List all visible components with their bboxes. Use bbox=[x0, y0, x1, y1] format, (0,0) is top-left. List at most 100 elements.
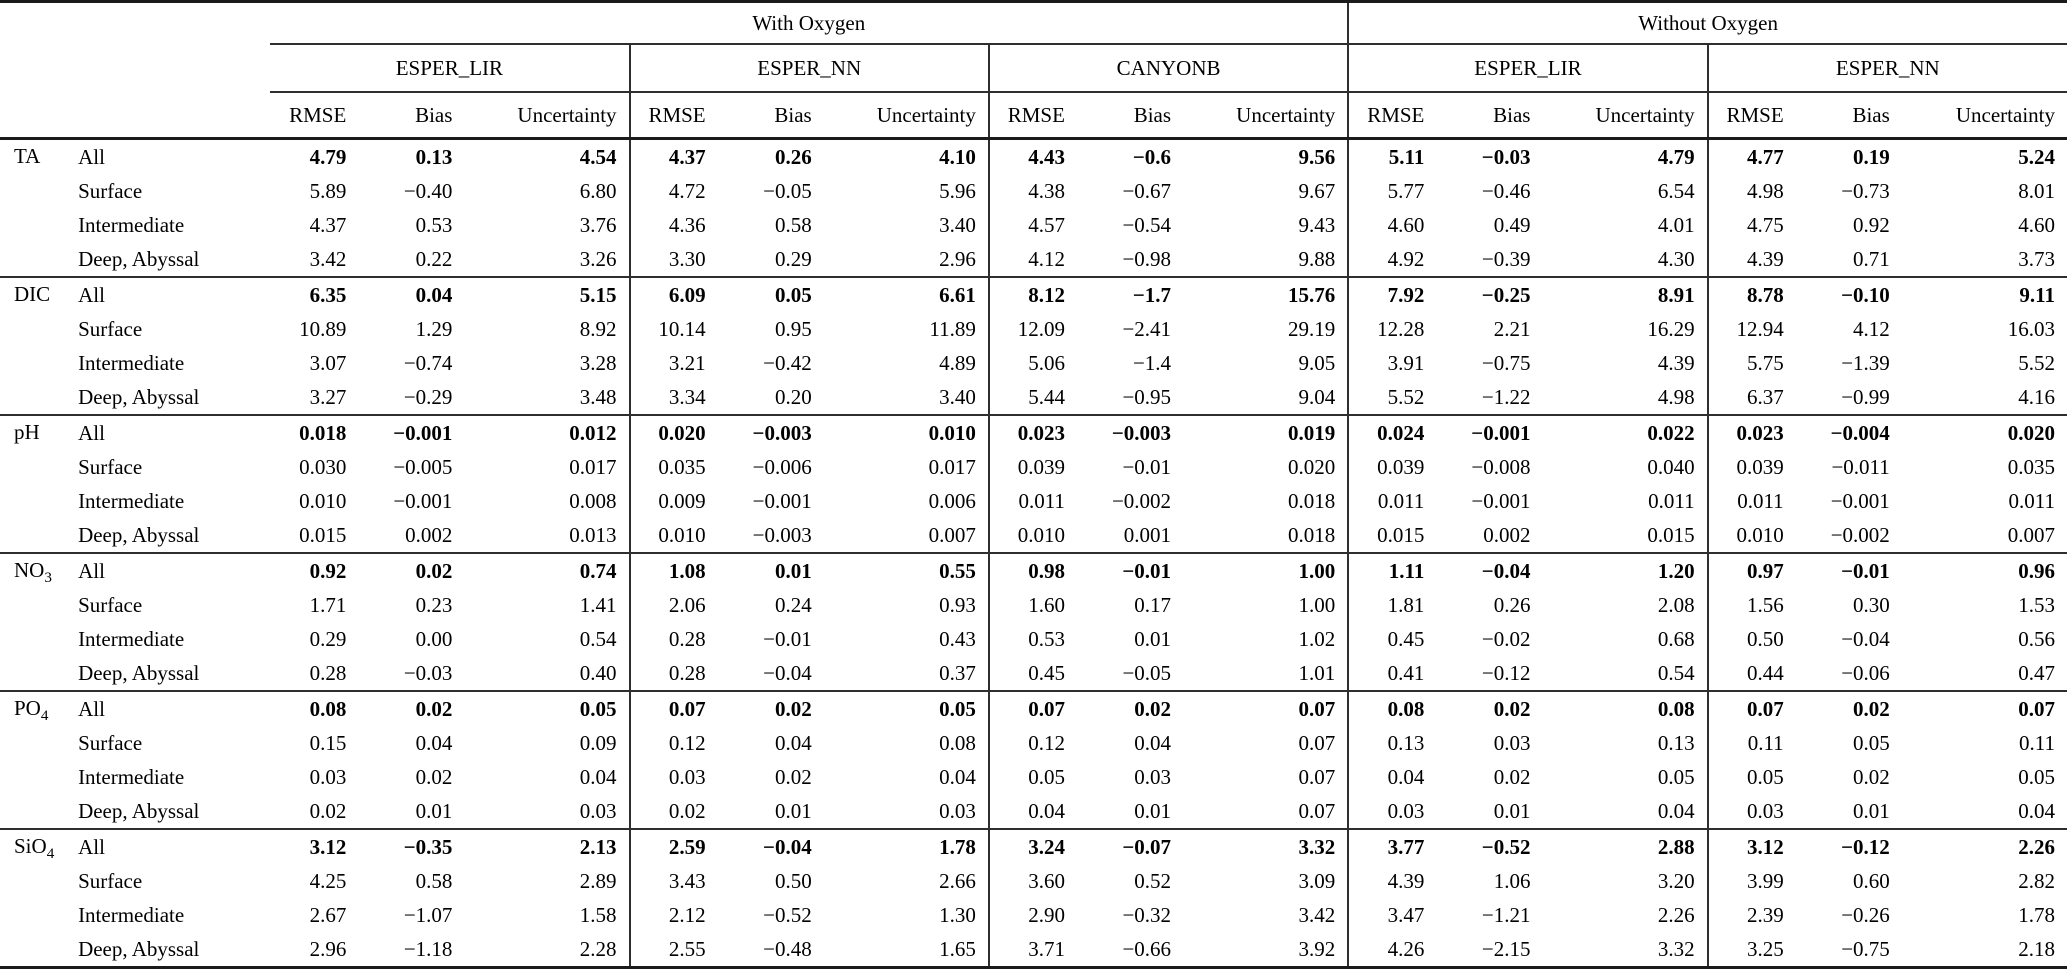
layer-label: All bbox=[70, 276, 271, 312]
metric-value: 0.08 bbox=[270, 690, 359, 726]
metric-value: 0.01 bbox=[774, 798, 812, 823]
metric-value: 0.018 bbox=[1288, 488, 1336, 513]
metric-value: 1.08 bbox=[628, 552, 718, 588]
metric-header: Bias bbox=[1436, 92, 1543, 140]
metric-value: 0.09 bbox=[579, 730, 617, 755]
metric-value: 0.02 bbox=[358, 552, 465, 588]
metric-value: 0.01 bbox=[717, 552, 824, 588]
metric-value: −1.21 bbox=[1481, 902, 1531, 927]
metric-header: Uncertainty bbox=[823, 92, 989, 140]
metric-value: 3.20 bbox=[1657, 868, 1695, 893]
metric-value: 3.28 bbox=[579, 350, 617, 375]
metric-value: 0.13 bbox=[1657, 730, 1695, 755]
metric-value: −0.66 bbox=[1122, 936, 1172, 961]
metric-value: 3.48 bbox=[579, 384, 617, 409]
metric-value: 4.77 bbox=[1706, 137, 1796, 174]
table-row: Surface 4.25 0.58 2.89 3.43 0.50 2.66 3.60 0.52 3… bbox=[0, 864, 2067, 898]
metric-value: 0.02 bbox=[1853, 764, 1890, 789]
metric-value: −0.75 bbox=[1481, 350, 1531, 375]
metric-value: 0.039 bbox=[987, 450, 1077, 484]
metric-value: 9.56 bbox=[1183, 137, 1349, 174]
metric-value: 0.20 bbox=[774, 384, 812, 409]
metric-value: −0.12 bbox=[1481, 660, 1531, 685]
metric-value: 1.00 bbox=[1298, 592, 1336, 617]
metric-value: 0.53 bbox=[415, 212, 453, 237]
metric-value: 0.04 bbox=[579, 764, 617, 789]
metric-value: 0.41 bbox=[1347, 656, 1437, 691]
metric-value: 3.99 bbox=[1706, 864, 1796, 898]
metric-value: −1.4 bbox=[1132, 350, 1172, 375]
metric-value: 0.02 bbox=[358, 690, 465, 726]
table-row: DIC All 6.35 0.04 5.15 6.09 0.05 6.61 8.12 −1.7 15… bbox=[0, 276, 2067, 415]
layer-label: Deep, Abyssal bbox=[78, 246, 200, 271]
metric-value: −0.95 bbox=[1122, 384, 1172, 409]
metric-value: 3.09 bbox=[1298, 868, 1336, 893]
metric-value: 4.43 bbox=[987, 137, 1077, 174]
table-row: Intermediate 0.010 −0.001 0.008 0.009 −0.001 0… bbox=[0, 484, 2067, 518]
metric-value: 0.45 bbox=[1347, 622, 1437, 656]
metric-value: 2.88 bbox=[1542, 828, 1708, 864]
metric-value: 0.54 bbox=[579, 626, 617, 651]
metric-value: 3.07 bbox=[309, 350, 347, 375]
metric-value: 0.55 bbox=[823, 552, 989, 588]
metric-value: −0.01 bbox=[1076, 552, 1184, 588]
variable-name: SiO bbox=[14, 834, 47, 858]
metric-value: 8.12 bbox=[987, 276, 1077, 312]
metric-value: 4.38 bbox=[987, 174, 1077, 208]
metric-header: RMSE bbox=[628, 92, 718, 140]
layer-label: Surface bbox=[78, 592, 143, 617]
metric-value: 4.39 bbox=[1347, 864, 1437, 898]
metric-value: −0.011 bbox=[1831, 454, 1890, 479]
metric-value: 4.79 bbox=[1542, 137, 1708, 174]
table-row: Intermediate 4.37 0.53 3.76 4.36 0.58 3.40 4.57… bbox=[0, 208, 2067, 242]
metric-value: 0.30 bbox=[1853, 592, 1890, 617]
metric-value: 0.04 bbox=[987, 794, 1077, 829]
metric-value: 2.26 bbox=[1901, 828, 2067, 864]
variable-name: DIC bbox=[14, 282, 51, 306]
metric-value: 0.05 bbox=[717, 276, 824, 312]
metric-value: 0.02 bbox=[309, 798, 347, 823]
metric-value: 4.37 bbox=[628, 137, 718, 174]
metric-value: −0.005 bbox=[393, 454, 453, 479]
metric-value: 3.60 bbox=[987, 864, 1077, 898]
metric-header-row: RMSE Bias Uncertainty RMSE Bias Uncertainty RM… bbox=[0, 92, 2067, 140]
metric-value: −0.01 bbox=[1122, 454, 1172, 479]
metric-value: 2.13 bbox=[464, 828, 630, 864]
metric-value: −0.10 bbox=[1795, 276, 1902, 312]
metric-value: 3.40 bbox=[939, 384, 976, 409]
metric-value: 0.040 bbox=[1647, 454, 1695, 479]
metric-value: 2.96 bbox=[309, 936, 347, 961]
metric-value: 0.05 bbox=[1853, 730, 1890, 755]
metric-value: −0.02 bbox=[1481, 626, 1531, 651]
metric-value: 0.011 bbox=[1347, 484, 1437, 518]
metric-value: −0.52 bbox=[763, 902, 812, 927]
metric-value: 0.50 bbox=[1706, 622, 1796, 656]
metric-value: 0.08 bbox=[1542, 690, 1708, 726]
metric-value: 4.01 bbox=[1657, 212, 1695, 237]
metric-value: −0.25 bbox=[1436, 276, 1543, 312]
metric-value: 0.07 bbox=[987, 690, 1077, 726]
metric-value: 3.77 bbox=[1347, 828, 1437, 864]
metric-value: 0.024 bbox=[1347, 414, 1437, 450]
metric-value: 0.50 bbox=[774, 868, 812, 893]
metric-header: Bias bbox=[1795, 92, 1902, 140]
metric-value: 3.73 bbox=[2018, 246, 2055, 271]
metric-value: −0.001 bbox=[1436, 414, 1543, 450]
metric-value: 4.98 bbox=[1657, 384, 1695, 409]
metric-value: 0.37 bbox=[939, 660, 976, 685]
metric-value: 0.17 bbox=[1134, 592, 1172, 617]
variable-label: DIC bbox=[0, 276, 71, 415]
metric-value: 0.011 bbox=[1706, 484, 1796, 518]
metric-value: 3.25 bbox=[1706, 932, 1796, 968]
metric-value: 0.039 bbox=[1706, 450, 1796, 484]
metric-value: 0.002 bbox=[1483, 522, 1531, 547]
metric-value: 5.15 bbox=[464, 276, 630, 312]
metric-value: 1.71 bbox=[309, 592, 347, 617]
metric-value: 1.53 bbox=[2018, 592, 2055, 617]
metric-value: 3.40 bbox=[939, 212, 976, 237]
metric-value: 2.55 bbox=[628, 932, 718, 968]
metric-value: 3.71 bbox=[987, 932, 1077, 968]
metric-value: 4.98 bbox=[1706, 174, 1796, 208]
table-row: Surface 10.89 1.29 8.92 10.14 0.95 11.89 12.09 −… bbox=[0, 312, 2067, 346]
method-header: ESPER_LIR bbox=[270, 44, 630, 93]
